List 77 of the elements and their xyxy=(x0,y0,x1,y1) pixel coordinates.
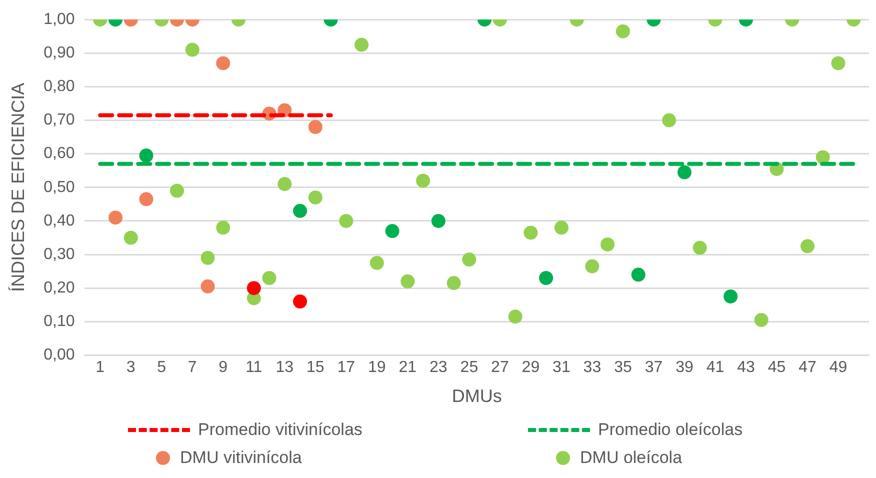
point xyxy=(370,256,384,270)
x-tick-label: 11 xyxy=(246,359,262,376)
point xyxy=(800,239,814,254)
point xyxy=(431,214,446,228)
x-tick-label: 45 xyxy=(768,359,786,376)
y-tick-label: 0,50 xyxy=(44,178,75,196)
y-tick-label: 0,40 xyxy=(44,212,75,230)
x-tick-label: 3 xyxy=(126,359,136,376)
point xyxy=(200,279,215,294)
x-tick-label: 1 xyxy=(96,359,105,376)
point xyxy=(293,204,308,218)
point xyxy=(724,289,738,304)
point xyxy=(139,192,154,206)
point xyxy=(139,148,154,163)
x-tick-label: 13 xyxy=(276,359,294,376)
y-tick-label: 0,60 xyxy=(44,145,75,162)
point xyxy=(539,271,554,286)
point xyxy=(585,259,600,274)
x-tick-label: 15 xyxy=(306,359,324,376)
point xyxy=(524,226,538,240)
point xyxy=(754,312,768,327)
point xyxy=(262,271,276,286)
x-axis-title: DMUs xyxy=(452,386,502,406)
x-tick-label: 5 xyxy=(157,359,166,376)
point xyxy=(308,190,322,204)
y-axis-title: ÍNDICES DE EFICIENCIA xyxy=(8,82,28,292)
point xyxy=(677,165,692,180)
point xyxy=(293,294,308,309)
y-tick-label: 0,70 xyxy=(44,112,75,129)
point xyxy=(416,174,430,188)
point xyxy=(600,237,615,252)
legend-label: DMU oleícola xyxy=(580,448,682,468)
point xyxy=(816,150,830,164)
x-tick-label: 7 xyxy=(188,359,197,376)
y-tick-label: 0,80 xyxy=(44,78,75,96)
point xyxy=(246,281,261,296)
x-tick-label: 39 xyxy=(676,359,694,376)
point xyxy=(124,230,138,245)
point xyxy=(446,276,461,290)
x-tick-label: 9 xyxy=(218,359,228,376)
x-tick-label: 37 xyxy=(644,359,663,376)
legend-label: Promedio oleícolas xyxy=(598,420,743,440)
x-tick-label: 41 xyxy=(706,359,724,376)
x-tick-label: 23 xyxy=(430,359,448,376)
x-tick-label: 35 xyxy=(614,359,632,376)
legend-label: DMU vitivinícola xyxy=(180,448,302,468)
x-tick-label: 33 xyxy=(583,359,602,376)
point xyxy=(108,210,122,225)
point xyxy=(692,240,707,255)
x-tick-label: 17 xyxy=(337,359,356,376)
x-tick-label: 47 xyxy=(798,359,816,376)
point xyxy=(200,250,215,265)
y-tick-label: 0,30 xyxy=(44,246,75,263)
point xyxy=(508,310,522,324)
x-tick-label: 31 xyxy=(552,359,570,376)
y-tick-label: 0,00 xyxy=(44,346,75,364)
point xyxy=(631,268,646,282)
point xyxy=(278,177,292,192)
x-tick-label: 49 xyxy=(829,359,848,376)
y-tick-label: 0,90 xyxy=(44,44,75,62)
point xyxy=(400,274,415,288)
x-tick-label: 27 xyxy=(491,359,509,376)
x-tick-label: 19 xyxy=(368,359,386,376)
x-tick-label: 29 xyxy=(522,359,540,376)
point xyxy=(216,220,230,235)
y-tick-label: 0,20 xyxy=(44,279,75,296)
point xyxy=(339,214,354,228)
point xyxy=(554,220,568,235)
x-tick-label: 25 xyxy=(460,359,478,376)
y-tick-label: 1,00 xyxy=(44,11,75,28)
x-tick-label: 43 xyxy=(737,359,755,376)
point xyxy=(462,252,476,267)
x-tick-label: 21 xyxy=(398,359,417,376)
legend-label: Promedio vitivinícolas xyxy=(198,420,362,440)
y-tick-label: 0,10 xyxy=(44,313,75,330)
point xyxy=(170,184,184,198)
point xyxy=(385,224,400,238)
